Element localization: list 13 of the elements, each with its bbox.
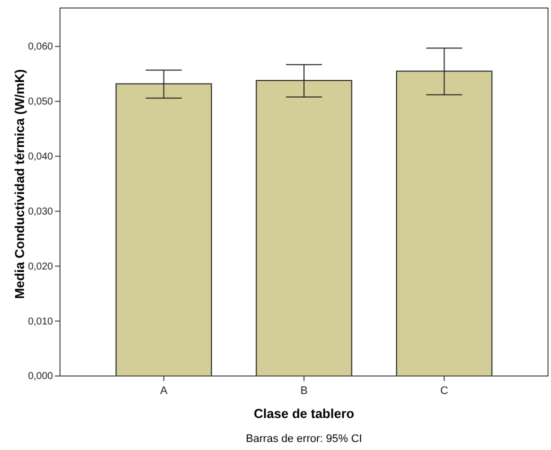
- y-tick-label: 0,000: [28, 371, 54, 382]
- x-tick-label: A: [160, 385, 168, 397]
- x-tick-label: B: [300, 385, 308, 397]
- y-tick-label: 0,050: [28, 96, 54, 108]
- y-tick-label: 0,040: [28, 152, 54, 162]
- text: Barras de error: 95% CI: [246, 433, 362, 445]
- y-tick-label: 0,010: [28, 316, 54, 328]
- x-axis-title: Clase de tablero: [254, 406, 354, 421]
- x-tick-label: C: [440, 385, 448, 397]
- y-axis-title: Media Conductividad térmica (W/mK): [12, 69, 27, 299]
- y-tick-label: 0,060: [28, 42, 54, 53]
- y-tick-label: 0,020: [28, 261, 54, 272]
- y-tick-label: 0,030: [28, 206, 54, 218]
